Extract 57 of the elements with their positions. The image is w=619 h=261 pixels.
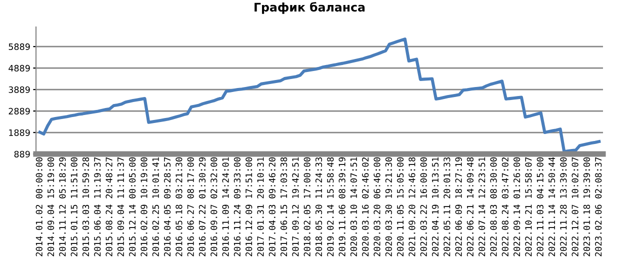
x-tick-label: 2020.03.16 02:46:02 xyxy=(362,158,369,256)
y-tick-label: 2889 xyxy=(8,108,30,114)
x-tick-label: 2016.12.09 17:51:00 xyxy=(246,157,252,256)
x-tick-label: 2015.08.24 20:48:27 xyxy=(106,157,112,256)
x-tick-label: 2020.03.30 19:21:30 xyxy=(385,157,392,256)
x-tick-label: 2022.10.21 15:58:07 xyxy=(525,157,532,256)
x-tick-label: 2022.03.22 16:00:00 xyxy=(420,157,427,256)
x-tick-label: 2016.04.05 09:28:57 xyxy=(164,157,171,256)
x-tick-label: 2023.01.18 19:39:00 xyxy=(583,157,590,256)
x-tick-label: 2022.09.14 01:26:00 xyxy=(514,157,520,256)
x-tick-label: 2019.11.06 08:39:19 xyxy=(338,157,346,256)
x-tick-label: 2020.03.20 06:46:00 xyxy=(374,157,380,256)
x-tick-label: 2016.05.18 03:21:30 xyxy=(176,157,182,256)
x-tick-label: 2017.04.03 09:46:20 xyxy=(268,157,276,256)
y-tick-label: 3889 xyxy=(8,86,30,93)
x-tick-label: 2015.09.04 11:11:37 xyxy=(117,157,124,256)
line-series xyxy=(38,38,601,154)
x-tick-label: 2017.01.31 20:10:31 xyxy=(257,157,264,256)
x-tick-label: 2015.01.15 11:51:00 xyxy=(70,157,78,256)
x-tick-label: 2015.03.03 10:59:28 xyxy=(82,157,90,256)
x-tick-label: 2020.03.10 14:07:51 xyxy=(350,157,358,256)
x-tick-label: 2016.07.22 01:30:29 xyxy=(198,157,206,256)
x-tick-label: 2016.02.09 10:19:00 xyxy=(140,157,148,256)
x-tick-label: 2022.11.03 04:15:00 xyxy=(536,157,544,256)
x-tick-label: 2017.09.12 19:42:51 xyxy=(292,157,299,256)
x-tick-label: 2016.11.09 14:24:01 xyxy=(222,157,229,256)
x-tick-label: 2016.09.07 02:32:00 xyxy=(210,157,218,256)
x-tick-label: 2016.11.24 09:33:00 xyxy=(234,157,241,256)
x-tick-label: 2014.09.04 15:19:00 xyxy=(47,157,54,256)
y-tick-label: 889 xyxy=(14,150,30,158)
x-tick-label: 2020.11.05 15:05:00 xyxy=(397,157,404,256)
x-tick-label: 2022.11.14 14:50:44 xyxy=(548,157,556,256)
y-tick-label: 5889 xyxy=(8,43,30,50)
x-tick-label: 2022.08.03 08:30:00 xyxy=(490,157,497,256)
y-tick-label: 4889 xyxy=(8,64,30,72)
x-tick-label: 2014.01.02 00:00:00 xyxy=(36,157,42,256)
x-tick-label: 2022.07.14 12:23:51 xyxy=(478,157,486,256)
x-tick-label: 2018.05.30 11:24:33 xyxy=(315,157,322,256)
x-tick-label: 2015.12.14 00:05:00 xyxy=(129,157,136,256)
x-tick-label: 2019.02.14 15:58:48 xyxy=(327,157,334,256)
x-tick-label: 2023.02.06 02:08:37 xyxy=(595,157,602,256)
x-tick-label: 2022.05.11 20:01:33 xyxy=(444,157,450,256)
x-tick-label: 2021.09.20 12:46:18 xyxy=(408,157,416,256)
x-tick-label: 2018.02.05 17:00:00 xyxy=(304,157,310,256)
x-tick-label: 2022.12.07 10:02:07 xyxy=(572,157,578,256)
y-tick-label: 1889 xyxy=(9,129,30,136)
chart-title: График баланса xyxy=(254,2,365,14)
x-tick-label: 2016.06.27 08:17:00 xyxy=(187,157,194,256)
x-tick-label: 2022.06.21 14:09:48 xyxy=(466,157,474,256)
x-tick-label: 2022.04.19 10:13:51 xyxy=(432,157,439,256)
x-tick-label: 2017.06.15 17:03:38 xyxy=(280,157,288,256)
x-tick-label: 2022.11.28 13:39:00 xyxy=(560,157,567,256)
x-tick-label: 2014.11.12 05:18:29 xyxy=(59,157,66,256)
x-tick-label: 2022.06.09 18:27:19 xyxy=(455,157,462,256)
x-tick-label: 2015.06.04 11:19:37 xyxy=(94,157,101,256)
x-tick-label: 2022.08.24 03:47:02 xyxy=(502,158,508,256)
x-tick-label: 2016.02.25 10:01:41 xyxy=(152,157,159,256)
